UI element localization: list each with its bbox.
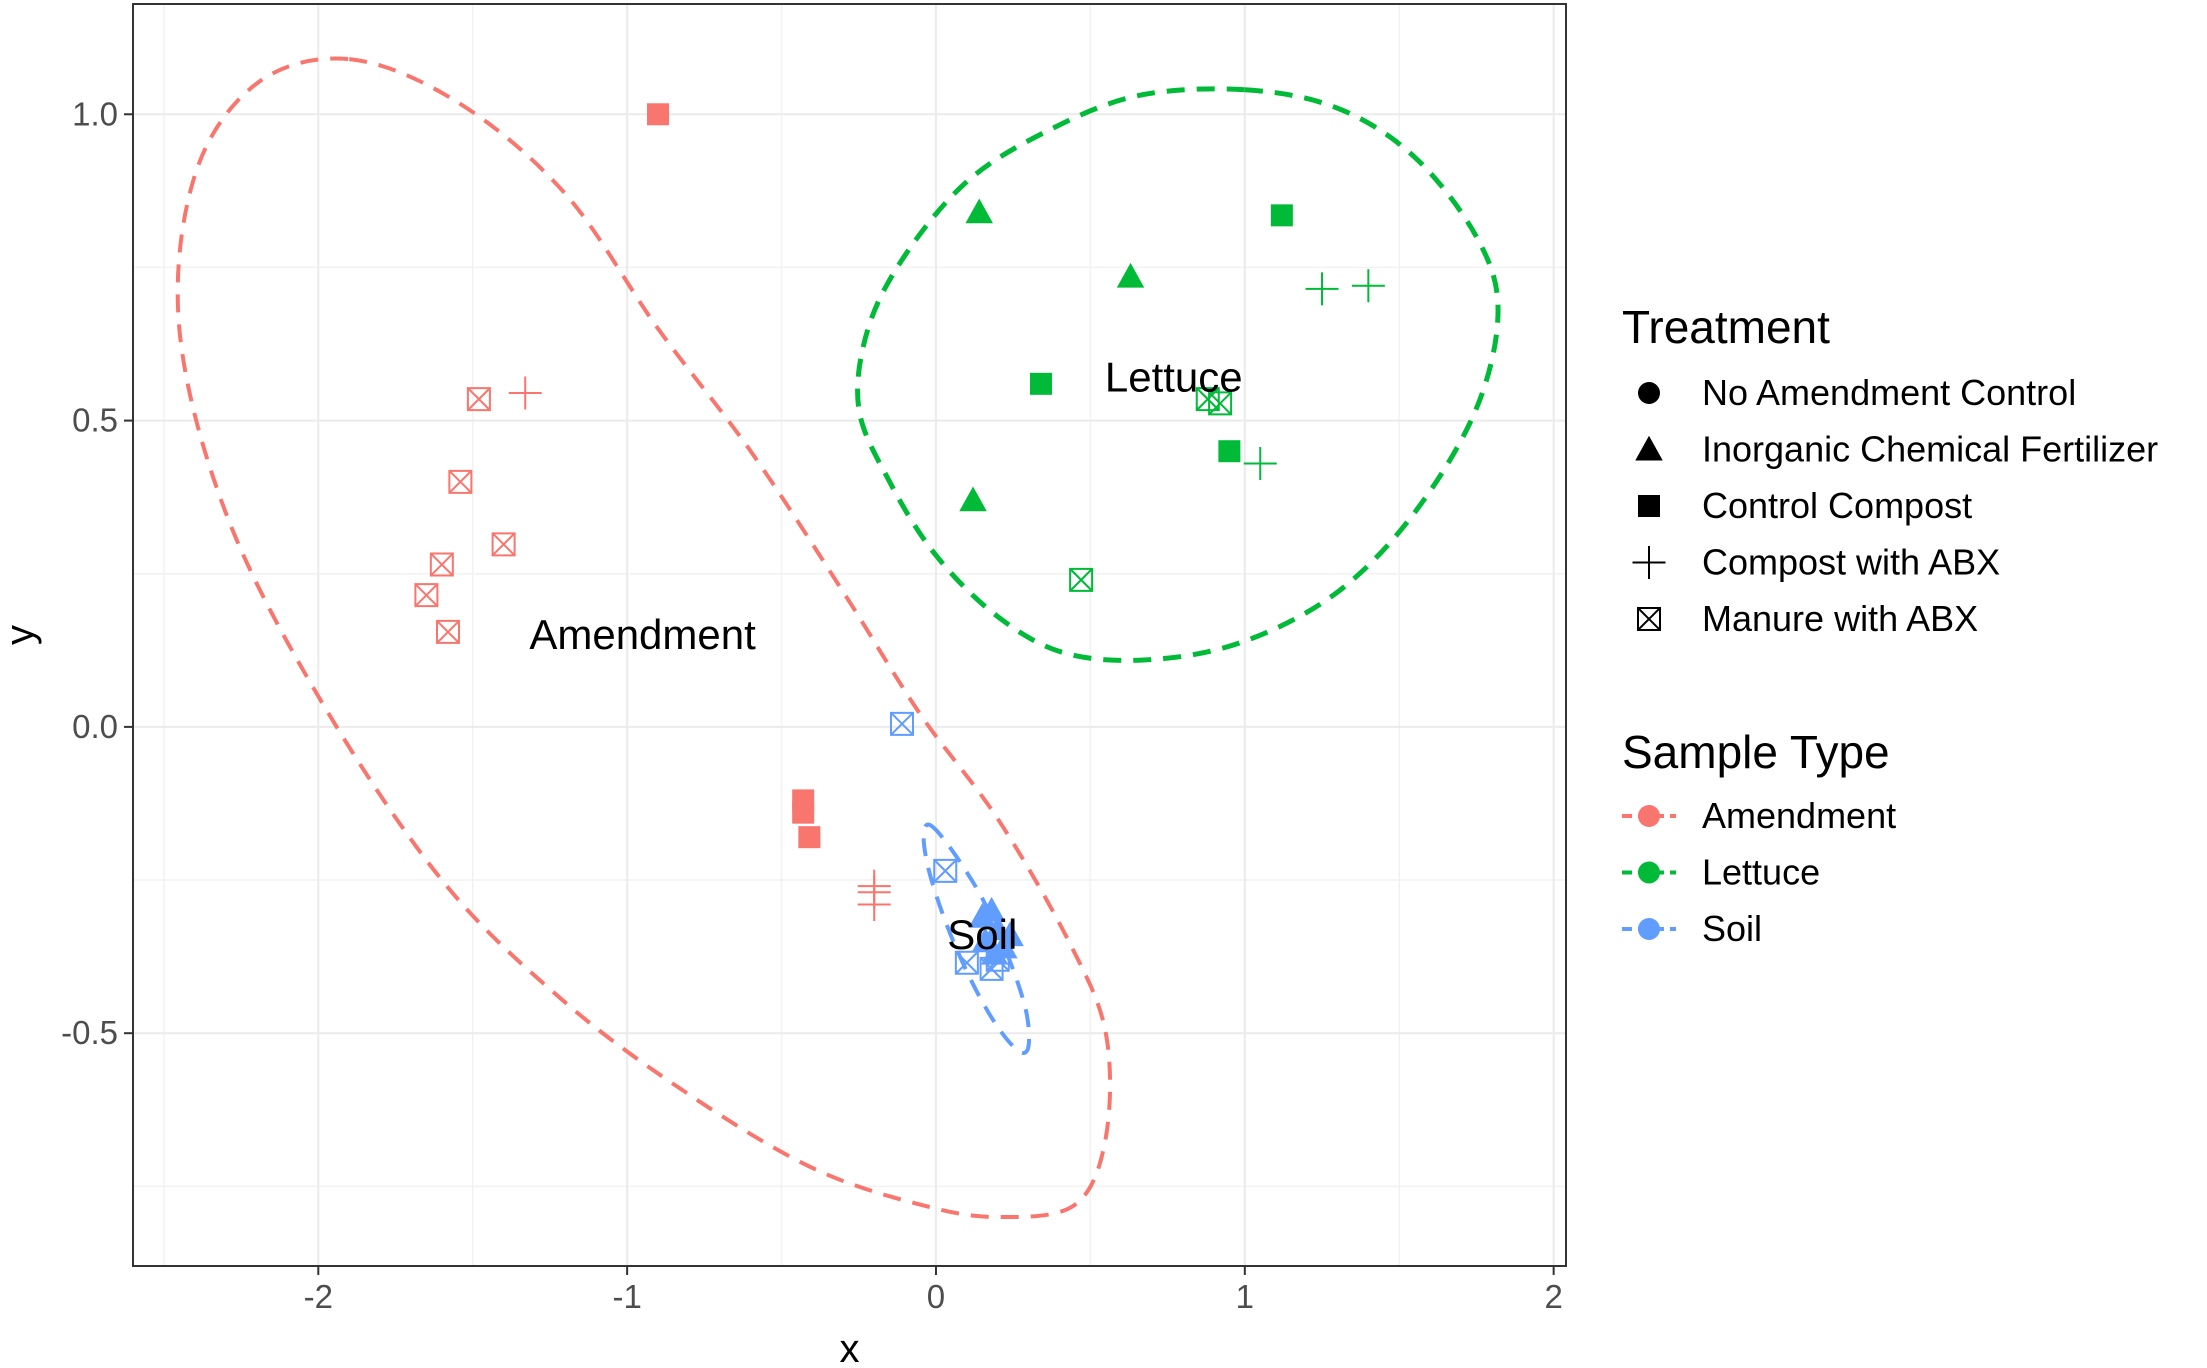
legend-key-dot: [1638, 861, 1660, 884]
legend-sample-type-label: Lettuce: [1702, 852, 1820, 893]
point-lettuce-triangle: [965, 198, 993, 224]
cluster-label-lettuce: Lettuce: [1105, 354, 1243, 401]
ellipse-soil: [921, 822, 1032, 1055]
legend-sample-type: Sample Type Amendment Lettuce Soil: [1622, 726, 1896, 949]
confidence-ellipses: [175, 56, 1501, 1220]
point-lettuce-plus: [1305, 272, 1339, 306]
y-tick-label: 0.5: [72, 402, 118, 439]
point-lettuce-square: [1270, 204, 1293, 227]
major-gridlines: [133, 4, 1566, 1266]
point-lettuce-plus: [1351, 269, 1385, 303]
panel-border: [132, 3, 1567, 1267]
y-tick-label: -0.5: [61, 1014, 118, 1051]
legend-sample-type-label: Amendment: [1702, 795, 1896, 836]
point-soil-triangle: [996, 921, 1024, 947]
x-axis-title: x: [840, 1327, 860, 1368]
legend-treatment-label: Inorganic Chemical Fertilizer: [1702, 429, 2158, 470]
point-lettuce-boxx: [1069, 567, 1094, 592]
point-soil-boxx: [954, 950, 979, 975]
point-lettuce-triangle: [959, 486, 987, 512]
legend-treatment-label: Control Compost: [1702, 485, 1972, 526]
legend-key-dot: [1638, 805, 1660, 827]
point-lettuce-triangle: [1116, 262, 1145, 288]
panel-background: [133, 4, 1566, 1266]
legend-key-boxx: [1637, 607, 1661, 631]
x-tick-label: 1: [1236, 1278, 1254, 1315]
legend-sample-type-label: Soil: [1702, 908, 1762, 949]
point-amendment-boxx: [466, 387, 491, 412]
point-amendment-boxx: [448, 469, 473, 494]
y-axis-title: y: [0, 625, 42, 645]
point-soil-triangle: [968, 903, 997, 928]
point-soil-boxx: [933, 858, 958, 883]
point-lettuce-plus: [1243, 446, 1277, 480]
point-amendment-boxx: [414, 583, 439, 608]
point-amendment-square: [792, 801, 815, 824]
point-lettuce-boxx: [1208, 391, 1233, 416]
y-tick-label: 1.0: [72, 95, 118, 132]
y-axis-ticks: -0.5 0.0 0.5 1.0: [61, 95, 133, 1051]
point-soil-triangle: [980, 939, 1009, 965]
legend-key-square: [1638, 495, 1660, 517]
legend-key-circle: [1638, 382, 1660, 404]
point-soil-boxx: [890, 711, 915, 736]
ellipse-amendment: [175, 56, 1113, 1220]
point-amendment-boxx: [436, 619, 461, 644]
legend-treatment-label: Compost with ABX: [1702, 542, 2000, 583]
point-amendment-boxx: [429, 552, 454, 577]
x-tick-label: 0: [927, 1278, 945, 1315]
legend-treatment-label: No Amendment Control: [1702, 372, 2076, 413]
ellipse-lettuce: [855, 86, 1501, 663]
legend-key-plus: [1632, 546, 1666, 579]
legend-treatment: Treatment No Amendment Control Inorganic …: [1622, 301, 2158, 639]
x-tick-label: 2: [1544, 1278, 1562, 1315]
cluster-label-amendment: Amendment: [529, 611, 756, 658]
data-points: [414, 103, 1385, 981]
legend-treatment-label: Manure with ABX: [1702, 598, 1978, 639]
point-lettuce-square: [1029, 372, 1052, 395]
y-tick-label: 0.0: [72, 708, 118, 745]
x-axis-ticks: -2 -1 0 1 2: [304, 1266, 1563, 1315]
point-lettuce-square: [1218, 440, 1241, 463]
x-tick-label: -1: [612, 1278, 641, 1315]
legend-sample-type-title: Sample Type: [1622, 726, 1890, 778]
cluster-label-soil: Soil: [947, 911, 1017, 958]
point-amendment-plus: [508, 376, 542, 410]
legend-key-triangle: [1635, 435, 1663, 461]
legend-treatment-title: Treatment: [1622, 301, 1830, 353]
legend-key-dot: [1638, 918, 1660, 940]
x-tick-label: -2: [304, 1278, 333, 1315]
point-amendment-square: [647, 103, 670, 126]
minor-gridlines: [133, 4, 1566, 1266]
point-amendment-boxx: [491, 532, 516, 557]
point-amendment-square: [798, 826, 821, 849]
cluster-labels: Amendment Lettuce Soil: [529, 354, 1242, 958]
point-amendment-plus: [857, 875, 891, 909]
